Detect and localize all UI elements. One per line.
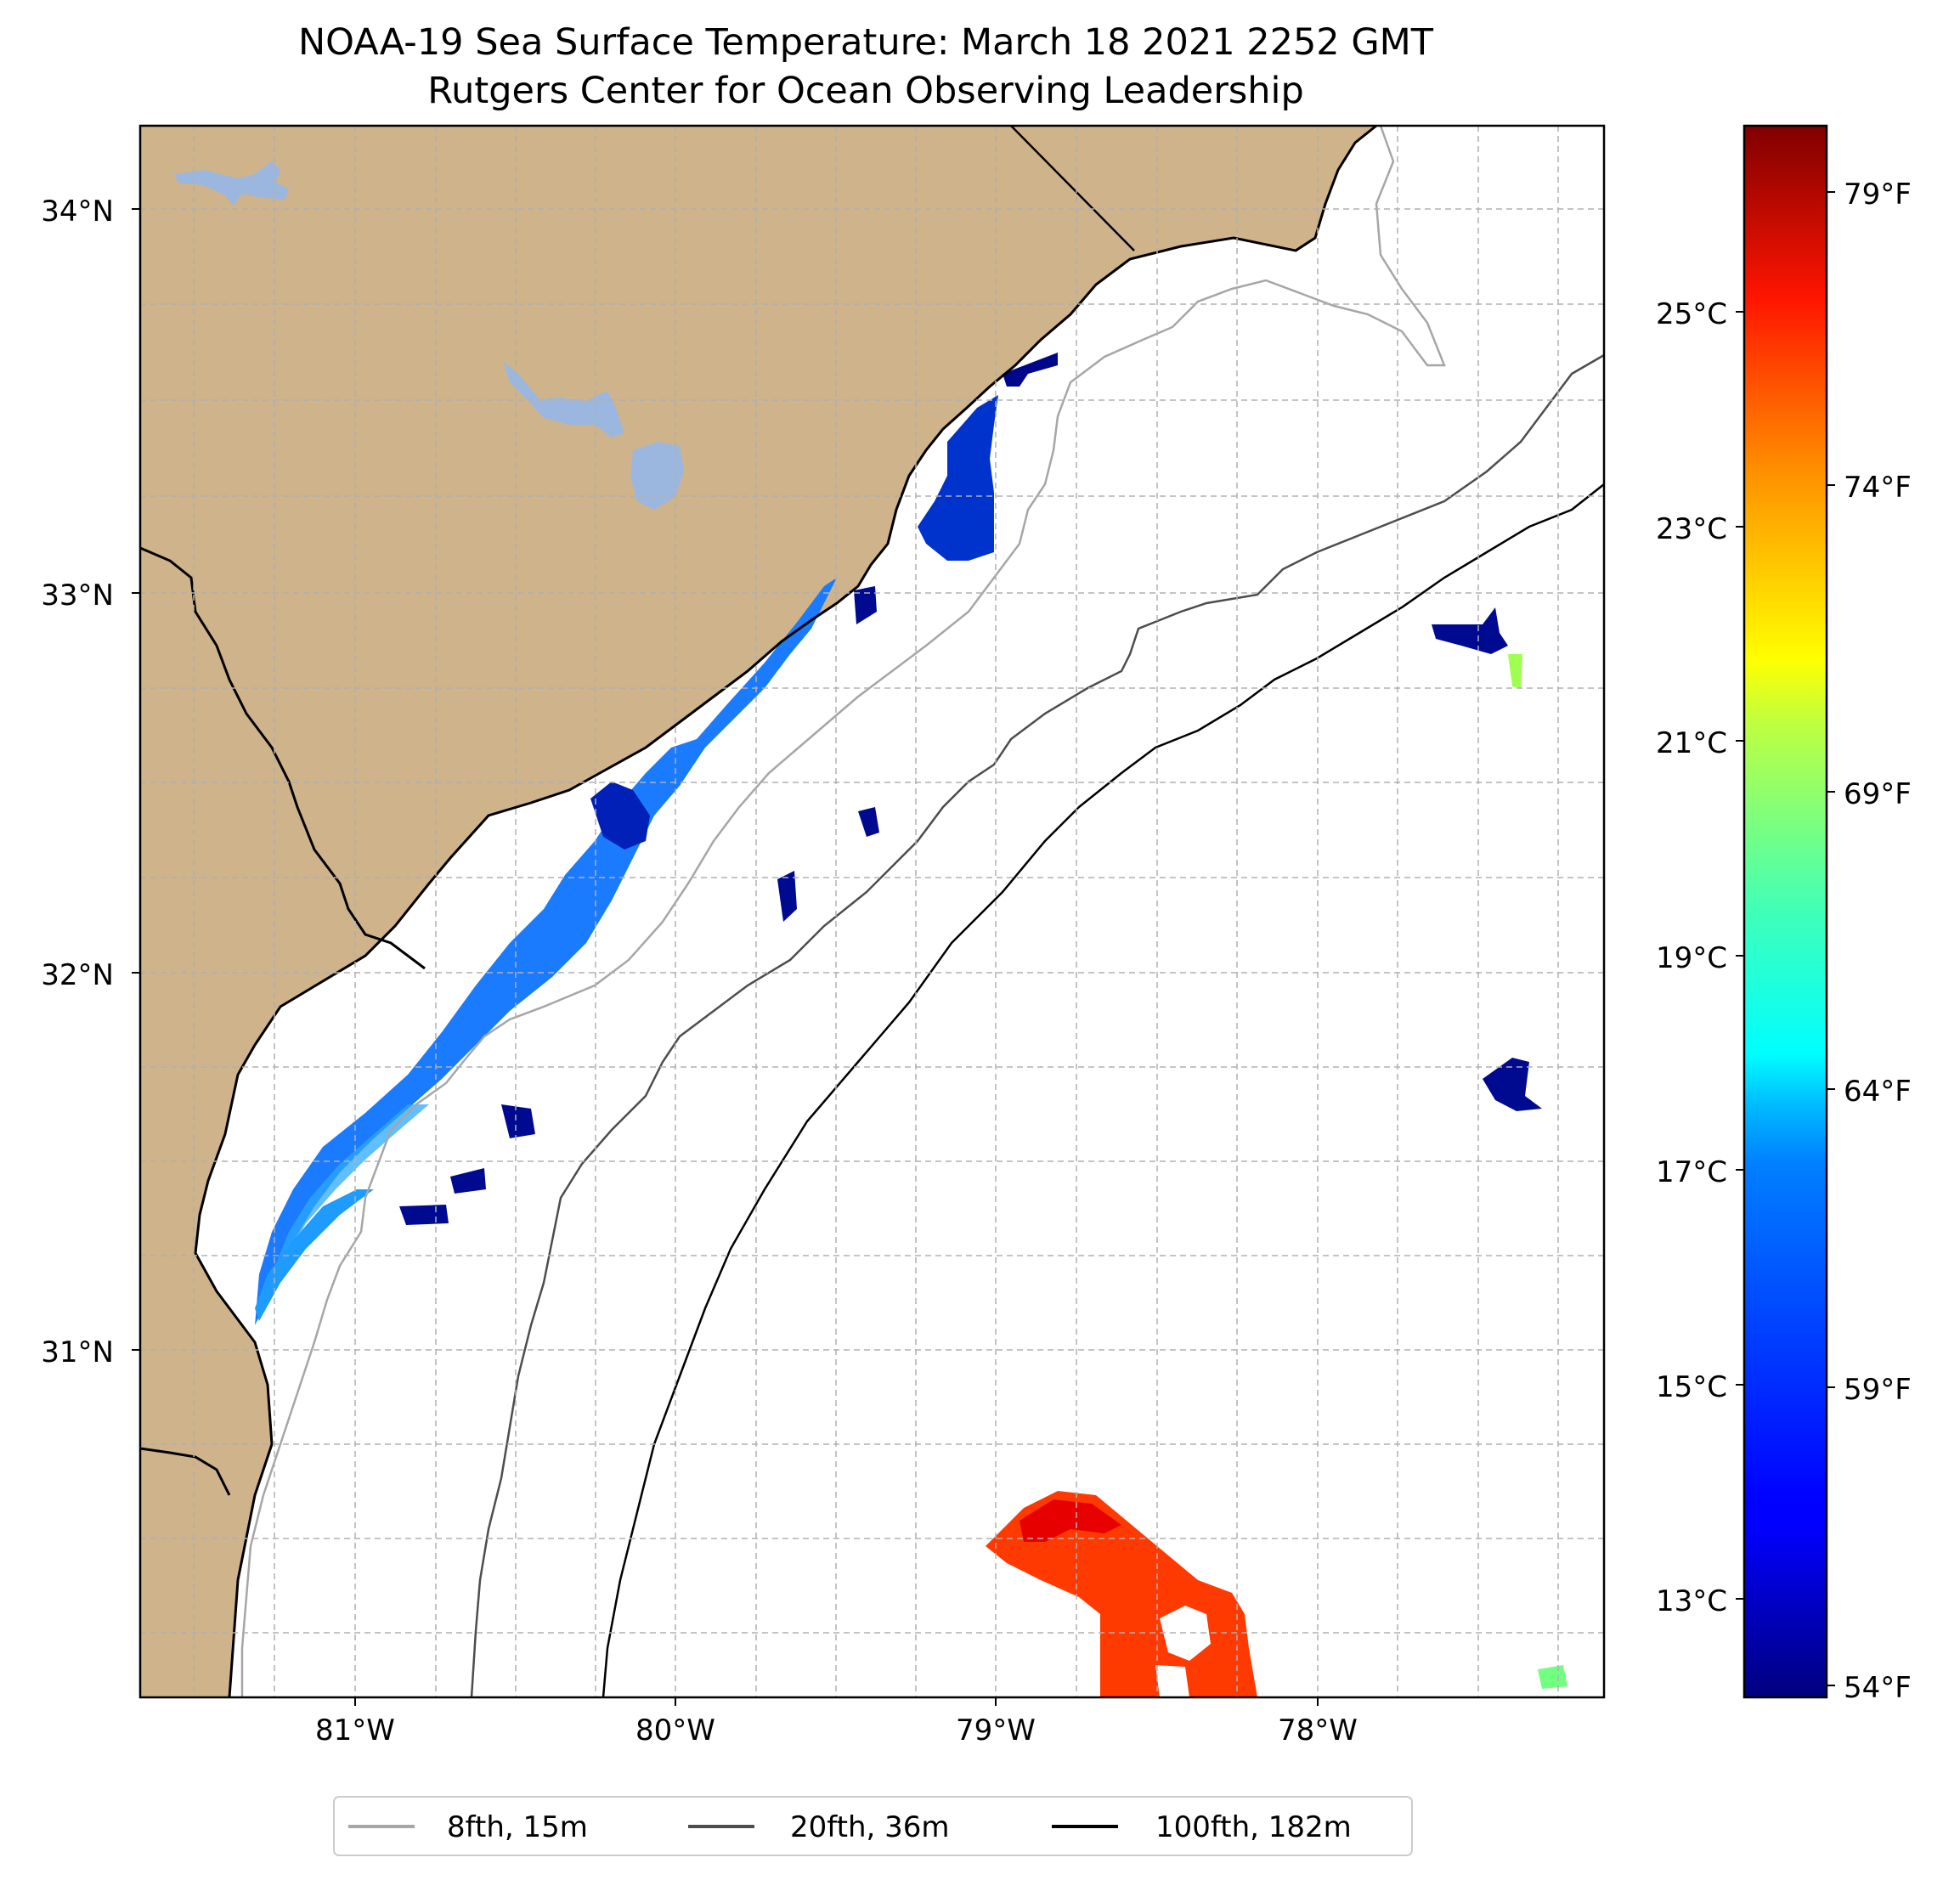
sst-patch-4 — [501, 1104, 535, 1138]
sst-patch-3 — [777, 871, 797, 922]
sst-patch-6 — [399, 1205, 449, 1225]
celsius-tick-label: 15°C — [1656, 1370, 1727, 1404]
sst-patch-2 — [858, 807, 879, 837]
map-panel: 34°N 33°N 32°N 31°N 81°W 80°W 79°W 78°W — [41, 124, 1606, 1747]
celsius-tick-label: 13°C — [1656, 1584, 1727, 1618]
coastline — [194, 126, 1377, 1697]
celsius-tick-label: 19°C — [1656, 941, 1727, 975]
celsius-tick-label: 25°C — [1656, 297, 1727, 331]
lat-tick-label: 34°N — [41, 195, 114, 229]
fahrenheit-tick-label: 59°F — [1844, 1373, 1912, 1407]
legend-label-8fth: 8fth, 15m — [447, 1810, 588, 1844]
fahrenheit-tick-label: 64°F — [1844, 1075, 1912, 1109]
celsius-tick-label: 17°C — [1656, 1155, 1727, 1189]
legend-box — [333, 1796, 1413, 1856]
lon-axis: 81°W 80°W 79°W 78°W — [315, 1697, 1358, 1747]
title-line1: NOAA-19 Sea Surface Temperature: March 1… — [298, 21, 1434, 64]
legend-label-100fth: 100fth, 182m — [1155, 1810, 1352, 1844]
colorbar-gradient — [1743, 124, 1828, 1699]
sst-charleston-dark — [590, 782, 650, 850]
contour-8fth — [240, 126, 1446, 1697]
celsius-tick-label: 21°C — [1656, 726, 1727, 760]
sst-coastal-swath — [255, 578, 837, 1325]
state-border-ga-fl — [140, 1447, 231, 1496]
fahrenheit-tick-label: 69°F — [1844, 777, 1912, 811]
map-frame — [138, 124, 1606, 1699]
contour-legend: 8fth, 15m 20fth, 36m 100fth, 182m — [333, 1796, 1413, 1856]
contour-100fth — [602, 483, 1604, 1697]
lat-axis: 34°N 33°N 32°N 31°N — [41, 195, 140, 1369]
title-line2: Rutgers Center for Ocean Observing Leade… — [427, 70, 1304, 112]
lat-tick-label: 32°N — [41, 958, 114, 992]
celsius-tick-label: 23°C — [1656, 512, 1727, 546]
sst-east-patch-1 — [1432, 607, 1508, 654]
lon-tick-label: 80°W — [635, 1713, 715, 1747]
sst-east-patch-3 — [1538, 1665, 1567, 1689]
colorbar-fahrenheit-ticks: 54°F 59°F 64°F 69°F 74°F 79°F — [1827, 178, 1912, 1705]
sst-patch-1 — [854, 586, 877, 624]
lake-marion — [503, 361, 624, 438]
sst-patch-5 — [450, 1168, 486, 1194]
lake-moultrie — [630, 442, 684, 510]
lat-tick-label: 33°N — [41, 579, 114, 613]
colorbar-celsius-ticks: 13°C 15°C 17°C 19°C 21°C 23°C 25°C — [1656, 297, 1744, 1618]
sst-east-patch-1-warm — [1508, 654, 1522, 688]
fahrenheit-tick-label: 74°F — [1844, 471, 1912, 505]
sst-northern-edge — [1003, 353, 1058, 387]
colorbar: 13°C 15°C 17°C 19°C 21°C 23°C 25°C 54°F … — [1656, 124, 1912, 1705]
legend-label-20fth: 20fth, 36m — [790, 1810, 950, 1844]
lon-tick-label: 81°W — [315, 1713, 395, 1747]
lake-north — [174, 161, 289, 206]
sst-warm-patch-hole-2 — [1155, 1665, 1189, 1697]
state-border-nc-sc — [1010, 126, 1135, 251]
contour-20fth — [470, 353, 1604, 1697]
land-area — [140, 126, 1376, 1697]
sst-northern-dark — [918, 395, 998, 561]
lat-tick-label: 31°N — [41, 1335, 114, 1369]
fahrenheit-tick-label: 54°F — [1844, 1671, 1912, 1705]
sst-east-patch-2 — [1483, 1058, 1542, 1111]
map-gridlines — [140, 126, 1604, 1697]
lon-tick-label: 78°W — [1278, 1713, 1358, 1747]
lon-tick-label: 79°W — [956, 1713, 1036, 1747]
sst-warm-patch-hot — [1020, 1499, 1121, 1542]
fahrenheit-tick-label: 79°F — [1844, 178, 1912, 212]
